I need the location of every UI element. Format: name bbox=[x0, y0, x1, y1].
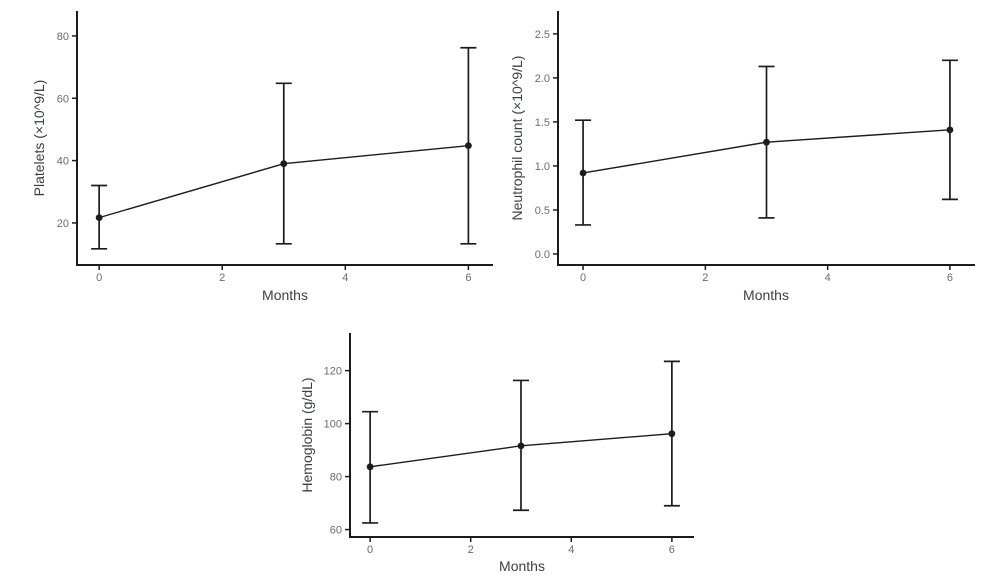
data-point bbox=[763, 138, 770, 146]
x-tick-label: 0 bbox=[96, 272, 102, 284]
data-point bbox=[668, 430, 676, 438]
hemoglobin-x-axis-title: Months bbox=[499, 558, 545, 574]
platelets-chart: 20 40 60 80 0 2 4 6 bbox=[57, 11, 493, 284]
x-tick-label: 6 bbox=[669, 544, 675, 556]
x-tick-label: 0 bbox=[367, 544, 373, 556]
y-tick-label: 60 bbox=[330, 525, 342, 537]
data-point bbox=[280, 160, 288, 168]
y-tick-label: 0.5 bbox=[535, 205, 550, 217]
y-tick-label: 0.0 bbox=[535, 249, 550, 261]
y-tick-label: 1.5 bbox=[535, 117, 550, 129]
y-tick-label: 1.0 bbox=[535, 161, 550, 173]
hemoglobin-y-axis-title: Hemoglobin (g/dL) bbox=[299, 377, 315, 493]
y-tick-label: 100 bbox=[324, 419, 342, 431]
x-tick-label: 4 bbox=[568, 544, 574, 556]
data-point bbox=[464, 142, 472, 150]
data-point bbox=[517, 442, 525, 450]
y-tick-label: 40 bbox=[57, 156, 69, 168]
hemoglobin-chart: 60 80 100 120 0 2 4 6 bbox=[324, 333, 694, 556]
x-tick-label: 2 bbox=[219, 272, 225, 284]
x-tick-label: 0 bbox=[580, 272, 586, 284]
y-tick-label: 80 bbox=[330, 472, 342, 484]
data-point bbox=[946, 126, 954, 134]
y-tick-label: 20 bbox=[57, 218, 69, 230]
data-point bbox=[579, 169, 587, 177]
y-tick-label: 80 bbox=[57, 31, 69, 43]
data-point bbox=[95, 214, 103, 222]
platelets-x-axis-title: Months bbox=[262, 287, 308, 303]
platelets-y-axis-title: Platelets (×10^9/L) bbox=[31, 79, 47, 197]
x-tick-label: 6 bbox=[465, 272, 471, 284]
y-tick-label: 2.0 bbox=[535, 73, 550, 85]
x-tick-label: 2 bbox=[702, 272, 708, 284]
data-point bbox=[366, 463, 374, 471]
neutrophil-x-axis-title: Months bbox=[743, 287, 789, 303]
x-tick-label: 4 bbox=[342, 272, 348, 284]
x-tick-label: 2 bbox=[468, 544, 474, 556]
neutrophil-y-axis-title: Neutrophil count (×10^9/L) bbox=[509, 55, 525, 221]
neutrophil-chart: 0.0 0.5 1.0 1.5 2.0 2.5 0 2 4 6 bbox=[535, 11, 975, 284]
y-tick-label: 2.5 bbox=[535, 29, 550, 41]
y-tick-label: 120 bbox=[324, 366, 342, 378]
y-tick-label: 60 bbox=[57, 93, 69, 105]
x-tick-label: 4 bbox=[825, 272, 831, 284]
x-tick-label: 6 bbox=[947, 272, 953, 284]
